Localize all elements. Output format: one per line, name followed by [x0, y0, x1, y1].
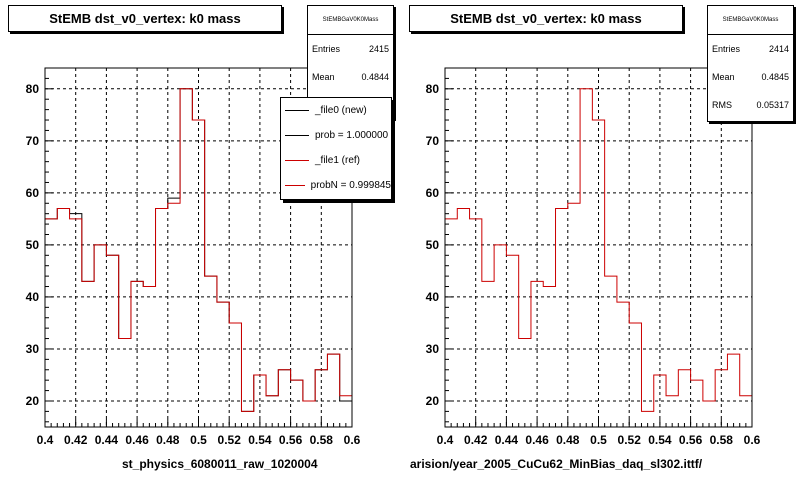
- legend-label: probN = 0.999845: [310, 180, 391, 191]
- x-tick-label: 0.58: [710, 433, 734, 447]
- legend-swatch-ref: [285, 160, 309, 161]
- panel-1-x-filename: st_physics_6080011_raw_1020004: [122, 457, 318, 471]
- panel-2-mean-row: Mean 0.4845: [708, 63, 793, 91]
- legend-label: _file0 (new): [315, 105, 367, 116]
- y-tick-label: 50: [26, 238, 40, 252]
- legend-entry-probn: probN = 0.999845: [281, 173, 391, 198]
- y-tick-label: 40: [26, 290, 40, 304]
- panel-2-rms-row: RMS 0.05317: [708, 91, 793, 119]
- y-tick-label: 80: [26, 82, 40, 96]
- x-tick-label: 0.58: [310, 433, 334, 447]
- x-tick-label: 0.54: [648, 433, 672, 447]
- y-tick-label: 60: [26, 186, 40, 200]
- y-tick-label: 80: [426, 82, 440, 96]
- panel-2-entries-row: Entries 2414: [708, 35, 793, 63]
- panel-2-x-filename: arision/year_2005_CuCu62_MinBias_daq_sl3…: [410, 457, 703, 471]
- y-tick-label: 60: [426, 186, 440, 200]
- x-tick-label: 0.56: [679, 433, 703, 447]
- y-tick-label: 30: [26, 342, 40, 356]
- y-tick-label: 70: [26, 134, 40, 148]
- legend-entry-file1: _file1 (ref): [281, 148, 391, 173]
- panel-2-title: StEMB dst_v0_vertex: k0 mass: [409, 5, 683, 32]
- y-tick-label: 20: [26, 394, 40, 408]
- entries-value: 2415: [368, 44, 389, 54]
- legend-swatch-new: [285, 135, 309, 136]
- x-tick-label: 0.42: [64, 433, 88, 447]
- legend-swatch-new: [285, 110, 309, 111]
- x-tick-label: 0.44: [495, 433, 519, 447]
- panel-2-stats-box: StEMBGaV0K0Mass Entries 2414 Mean 0.4845…: [707, 5, 794, 122]
- mean-value: 0.4845: [761, 72, 789, 82]
- legend-label: _file1 (ref): [315, 155, 361, 166]
- x-tick-label: 0.4: [37, 433, 54, 447]
- x-tick-label: 0.56: [279, 433, 303, 447]
- x-tick-label: 0.48: [556, 433, 580, 447]
- legend-swatch-ref: [285, 185, 305, 186]
- mean-value: 0.4844: [361, 72, 389, 82]
- panel-1-plot: 0.4 0.42 0.44 0.46 0.48 0.5 0.52 0.54 0.56 0.58 0.…: [26, 67, 361, 447]
- plot-frame: [444, 67, 753, 428]
- panel-1-mean-row: Mean 0.4844: [308, 63, 393, 91]
- x-tick-label: 0.4: [437, 433, 454, 447]
- legend-label: prob = 1.000000: [315, 130, 389, 141]
- x-tick-label: 0.52: [218, 433, 242, 447]
- panel-1-title: StEMB dst_v0_vertex: k0 mass: [8, 5, 282, 32]
- y-tick-label: 30: [426, 342, 440, 356]
- legend-entry-prob: prob = 1.000000: [281, 123, 391, 148]
- panel-2-stats-name: StEMBGaV0K0Mass: [708, 6, 793, 35]
- x-tick-label: 0.44: [95, 433, 119, 447]
- x-tick-label: 0.54: [248, 433, 272, 447]
- entries-value: 2414: [768, 44, 789, 54]
- x-tick-label: 0.5: [590, 433, 607, 447]
- y-tick-label: 20: [426, 394, 440, 408]
- rms-label: RMS: [712, 100, 732, 110]
- x-tick-label: 0.46: [525, 433, 549, 447]
- entries-label: Entries: [312, 44, 341, 54]
- panel-2-title-text: StEMB dst_v0_vertex: k0 mass: [450, 11, 642, 26]
- series-ref-line: [445, 88, 752, 412]
- x-tick-label: 0.6: [744, 433, 761, 447]
- y-tick-label: 40: [426, 290, 440, 304]
- legend-entry-file0: _file0 (new): [281, 98, 391, 123]
- series-ref-line: [45, 88, 352, 412]
- x-tick-label: 0.46: [125, 433, 149, 447]
- panel-2-plot: 0.4 0.42 0.44 0.46 0.48 0.5 0.52 0.54 0.56 0.58 0.…: [426, 67, 761, 447]
- x-tick-label: 0.52: [618, 433, 642, 447]
- panel-1-legend: _file0 (new) prob = 1.000000 _file1 (ref…: [280, 97, 392, 200]
- y-tick-label: 70: [426, 134, 440, 148]
- x-tick-label: 0.5: [190, 433, 207, 447]
- mean-label: Mean: [712, 72, 735, 82]
- rms-value: 0.05317: [756, 100, 789, 110]
- entries-label: Entries: [712, 44, 741, 54]
- x-tick-label: 0.42: [464, 433, 488, 447]
- y-tick-label: 50: [426, 238, 440, 252]
- x-tick-label: 0.48: [156, 433, 180, 447]
- x-tick-label: 0.6: [344, 433, 361, 447]
- panel-1-entries-row: Entries 2415: [308, 35, 393, 63]
- panel-1-stats-name: StEMBGaV0K0Mass: [308, 6, 393, 35]
- mean-label: Mean: [312, 72, 335, 82]
- panel-1-title-text: StEMB dst_v0_vertex: k0 mass: [49, 11, 241, 26]
